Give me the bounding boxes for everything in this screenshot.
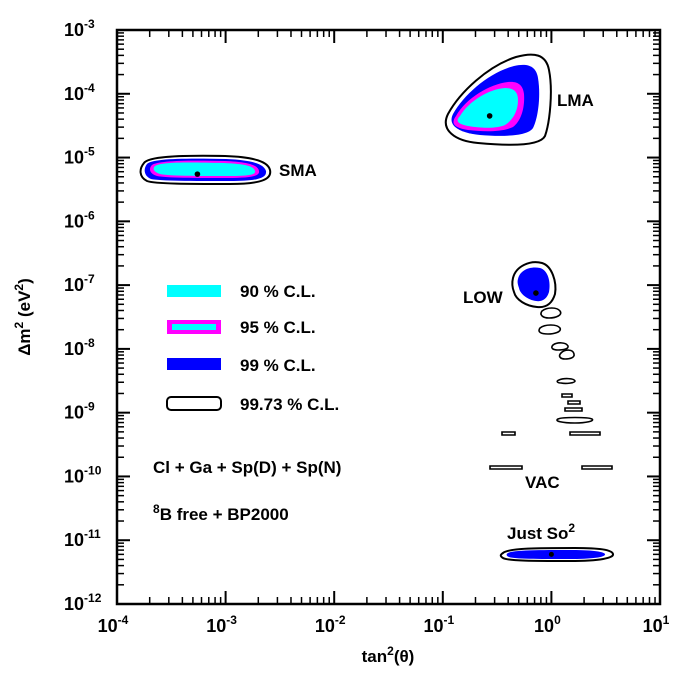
x-tick-label: 10-1	[423, 613, 454, 636]
y-tick-label: 10-4	[64, 81, 95, 104]
island-c	[551, 342, 569, 351]
island-e	[556, 377, 576, 385]
plot-frame	[115, 28, 662, 606]
axis-ticks	[116, 29, 661, 605]
y-tick-label: 10-7	[64, 272, 95, 295]
note-b8-free: 8B free + BP2000	[153, 502, 289, 524]
just-so-label: Just So2	[507, 521, 575, 543]
island-h	[564, 407, 583, 412]
sma-label: SMA	[279, 161, 317, 180]
note-experiments: Cl + Ga + Sp(D) + Sp(N)	[153, 458, 341, 477]
legend-label-9973: 99.73 % C.L.	[240, 395, 339, 414]
legend-swatch-95-inner	[172, 324, 216, 330]
legend-swatch-9973	[166, 396, 222, 411]
island-j	[569, 431, 601, 436]
low-label: LOW	[463, 288, 504, 307]
region-vac-islands	[489, 307, 613, 470]
island-g	[567, 400, 581, 405]
legend-label-99: 99 % C.L.	[240, 356, 316, 375]
y-tick-label: 10-3	[64, 17, 95, 40]
x-tick-label: 100	[534, 613, 561, 636]
island-b	[538, 324, 562, 335]
x-tick-label: 101	[643, 613, 670, 636]
legend-label-90: 90 % C.L.	[240, 282, 316, 301]
vac-label: VAC	[525, 473, 560, 492]
island-d	[558, 349, 575, 360]
low-best-fit	[533, 290, 539, 296]
vac-band-left	[489, 465, 523, 470]
island-k	[501, 431, 516, 436]
legend-swatch-90	[167, 285, 221, 297]
y-tick-label: 10-11	[64, 527, 101, 550]
region-lma: LMA	[445, 53, 594, 146]
y-tick-label: 10-5	[64, 145, 95, 168]
sma-best-fit	[194, 171, 201, 177]
y-tick-label: 10-12	[64, 591, 102, 614]
island-f	[561, 393, 573, 398]
lma-contour-90	[457, 88, 518, 128]
island-i	[556, 416, 594, 424]
just-so-contour-99	[506, 550, 606, 559]
legend-swatch-99	[167, 358, 221, 370]
legend: 90 % C.L. 95 % C.L. 99 % C.L. 99.73 % C.…	[166, 282, 339, 414]
lma-best-fit	[486, 113, 493, 119]
y-tick-label: 10-10	[64, 463, 102, 486]
region-sma: SMA	[139, 154, 317, 186]
y-tick-label: 10-6	[64, 208, 95, 231]
x-axis-title: tan2(θ)	[362, 644, 415, 666]
y-axis-title: Δm2 (eV2)	[12, 278, 34, 356]
x-tick-label: 10-4	[98, 613, 129, 636]
lma-label: LMA	[557, 91, 594, 110]
y-tick-label: 10-9	[64, 400, 95, 423]
island-a	[540, 307, 562, 319]
x-tick-label: 10-2	[315, 613, 346, 636]
low-contour-99	[517, 267, 550, 302]
y-tick-label: 10-8	[64, 336, 95, 359]
region-just-so: Just So2	[499, 521, 614, 563]
sma-contour-90	[153, 162, 256, 176]
y-tick-labels: 10-3 10-4 10-5 10-6 10-7 10-8 10-9 10-10 10-11 10…	[64, 17, 102, 614]
x-tick-labels: 10-4 10-3 10-2 10-1 100 101	[98, 613, 670, 636]
legend-label-95: 95 % C.L.	[240, 318, 316, 337]
x-tick-label: 10-3	[206, 613, 237, 636]
just-so-best-fit	[548, 551, 554, 557]
vac-band-right	[581, 465, 613, 470]
region-low: LOW	[463, 261, 557, 309]
